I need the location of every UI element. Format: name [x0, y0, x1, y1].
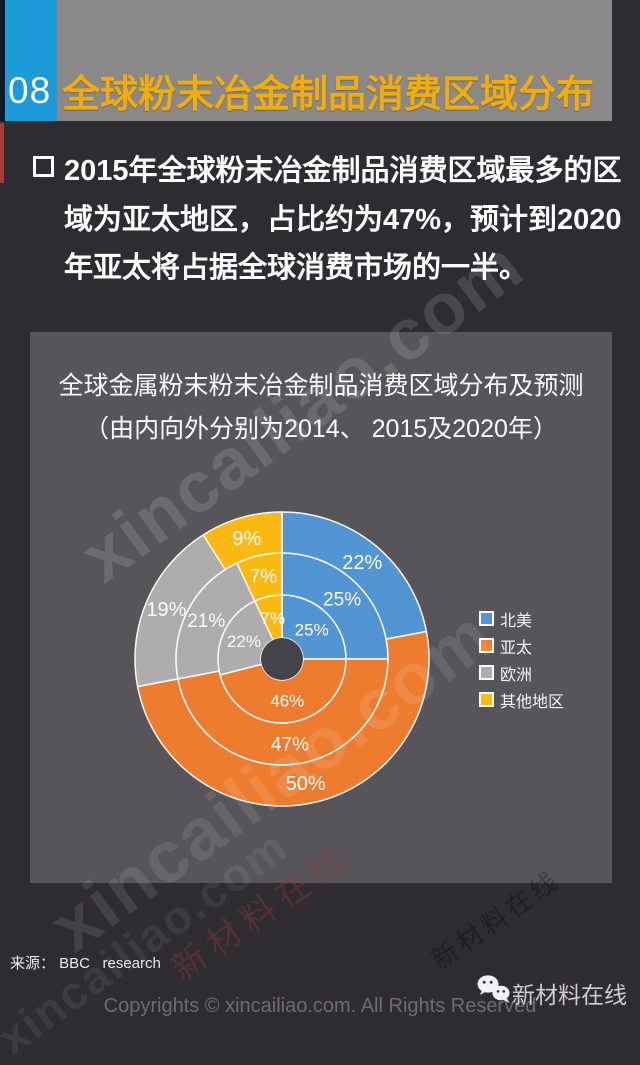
legend-item-north-america: 北美	[479, 605, 564, 632]
bullet-line-2: 域为亚太地区，占比约为47%，预计到2020	[64, 203, 622, 236]
legend-label: 其他地区	[500, 693, 565, 711]
donut-label-2020-其他地区: 9%	[232, 528, 261, 550]
source-line: 来源： BBC research	[10, 955, 161, 972]
chart-legend: 北美 亚太 欧洲 其他地区	[479, 605, 564, 713]
red-accent-sliver	[0, 123, 4, 183]
brand-name: 新材料在线	[512, 982, 627, 1008]
page-number-block	[5, 0, 57, 121]
legend-swatch-orange	[479, 638, 494, 653]
bullet-paragraph: 2015年全球粉末冶金制品消费区域最多的区 域为亚太地区，占比约为47%，预计到…	[64, 147, 622, 293]
legend-item-other-regions: 其他地区	[479, 686, 564, 713]
legend-label: 北美	[500, 612, 533, 630]
page-number: 08	[8, 70, 52, 111]
donut-center-hole	[261, 638, 303, 680]
donut-segment-2020-亚太	[136, 630, 430, 807]
donut-label-2015-亚太: 47%	[271, 734, 309, 755]
donut-label-2014-亚太: 46%	[270, 692, 304, 711]
donut-segment-2020-其他地区	[202, 511, 283, 571]
chart-subtitle: （由内向外分别为2014、 2015及2020年）	[84, 415, 558, 443]
chart-title-block: 全球金属粉末粉末冶金制品消费区域分布及预测 （由内向外分别为2014、 2015…	[40, 365, 602, 451]
legend-swatch-gray	[479, 665, 494, 680]
header-band	[0, 0, 612, 121]
legend-label: 欧洲	[500, 666, 533, 684]
donut-label-2015-北美: 25%	[323, 590, 361, 611]
donut-label-2015-其他地区: 7%	[250, 567, 278, 588]
donut-label-2020-北美: 22%	[342, 552, 382, 574]
donut-label-2014-其他地区: 7%	[261, 609, 286, 628]
legend-swatch-blue	[479, 611, 494, 626]
bullet-square-icon	[33, 156, 54, 177]
bullet-line-1: 2015年全球粉末冶金制品消费区域最多的区	[64, 155, 622, 187]
legend-label: 亚太	[500, 639, 533, 657]
page-title: 全球粉末冶金制品消费区域分布	[62, 74, 595, 116]
legend-item-asia-pacific: 亚太	[479, 632, 564, 659]
bullet-line-3: 年亚太将占据全球消费市场的一半。	[64, 252, 529, 284]
copyright-text: Copyrights © xincailiao.com. All Rights …	[103, 995, 537, 1017]
donut-label-2014-欧洲: 22%	[227, 632, 261, 651]
wechat-icon	[477, 975, 510, 1003]
legend-item-europe: 欧洲	[479, 659, 564, 686]
legend-swatch-yellow	[479, 692, 494, 707]
chart-title: 全球金属粉末粉末冶金制品消费区域分布及预测	[58, 372, 584, 400]
donut-label-2020-欧洲: 19%	[146, 599, 186, 621]
left-accent-strip	[0, 0, 5, 121]
donut-label-2020-亚太: 50%	[286, 773, 326, 795]
donut-label-2014-北美: 25%	[295, 620, 329, 639]
nested-donut-chart: 25%46%22%7%25%47%21%7%22%50%19%9%	[134, 511, 430, 807]
donut-label-2015-欧洲: 21%	[187, 611, 225, 632]
